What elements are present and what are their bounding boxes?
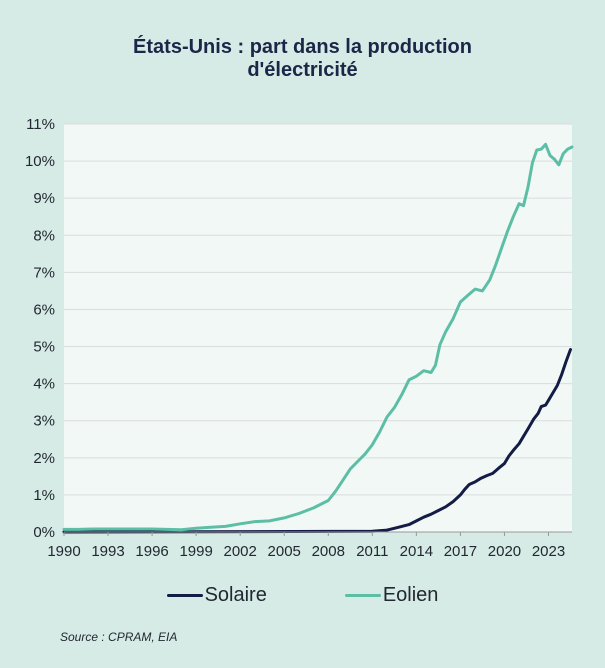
y-tick-label: 1%: [33, 487, 55, 504]
y-tick-label: 8%: [33, 227, 55, 244]
x-tick-label: 2011: [356, 543, 388, 560]
y-tick-label: 11%: [26, 116, 55, 133]
chart-title: États-Unis : part dans la production d'é…: [0, 36, 605, 82]
x-tick-label: 2008: [312, 543, 345, 560]
x-tick-label: 2020: [488, 543, 521, 560]
x-tick-label: 2017: [444, 543, 477, 560]
legend-swatch-solaire: [166, 594, 203, 597]
x-tick-label: 2014: [400, 543, 433, 560]
plot-area: [64, 124, 572, 532]
y-tick-label: 0%: [33, 524, 55, 541]
y-tick-label: 9%: [33, 190, 55, 207]
series-line-solaire: [62, 348, 572, 534]
series-line-eolien: [62, 142, 574, 532]
legend-item-eolien[interactable]: Eolien: [344, 584, 439, 607]
x-tick-label: 1999: [179, 543, 212, 560]
source-note: Source : CPRAM, EIA: [60, 630, 178, 644]
legend: Solaire Eolien: [0, 584, 605, 607]
x-tick-label: 1990: [47, 543, 80, 560]
chart-title-line-1: États-Unis : part dans la production: [133, 36, 472, 58]
chart-title-line-2: d'électricité: [247, 59, 358, 81]
y-tick-label: 4%: [33, 376, 55, 393]
x-tick-label: 2002: [223, 543, 256, 560]
legend-item-solaire[interactable]: Solaire: [166, 584, 267, 607]
x-tick-label: 1993: [91, 543, 124, 560]
y-tick-label: 10%: [25, 153, 55, 170]
x-tick-label: 2005: [268, 543, 301, 560]
y-tick-label: 3%: [33, 413, 55, 430]
series-lines: [62, 142, 574, 534]
y-axis-ticks: 0% 1% 2% 3% 4% 5% 6% 7% 8% 9% 10% 11%: [25, 116, 55, 541]
legend-label-solaire: Solaire: [204, 584, 267, 606]
y-tick-label: 2%: [33, 450, 55, 467]
legend-label-eolien: Eolien: [382, 584, 439, 606]
y-tick-label: 7%: [33, 264, 55, 281]
x-tick-label: 1996: [135, 543, 168, 560]
y-tick-label: 6%: [33, 301, 55, 318]
grid-lines: [64, 123, 572, 496]
x-tick-label: 2023: [532, 543, 565, 560]
y-tick-label: 5%: [33, 339, 55, 356]
legend-swatch-eolien: [344, 594, 381, 597]
x-axis-ticks: 1990 1993 1996 1999 2002 2005 2008 2011 2014 2017…: [47, 532, 565, 560]
